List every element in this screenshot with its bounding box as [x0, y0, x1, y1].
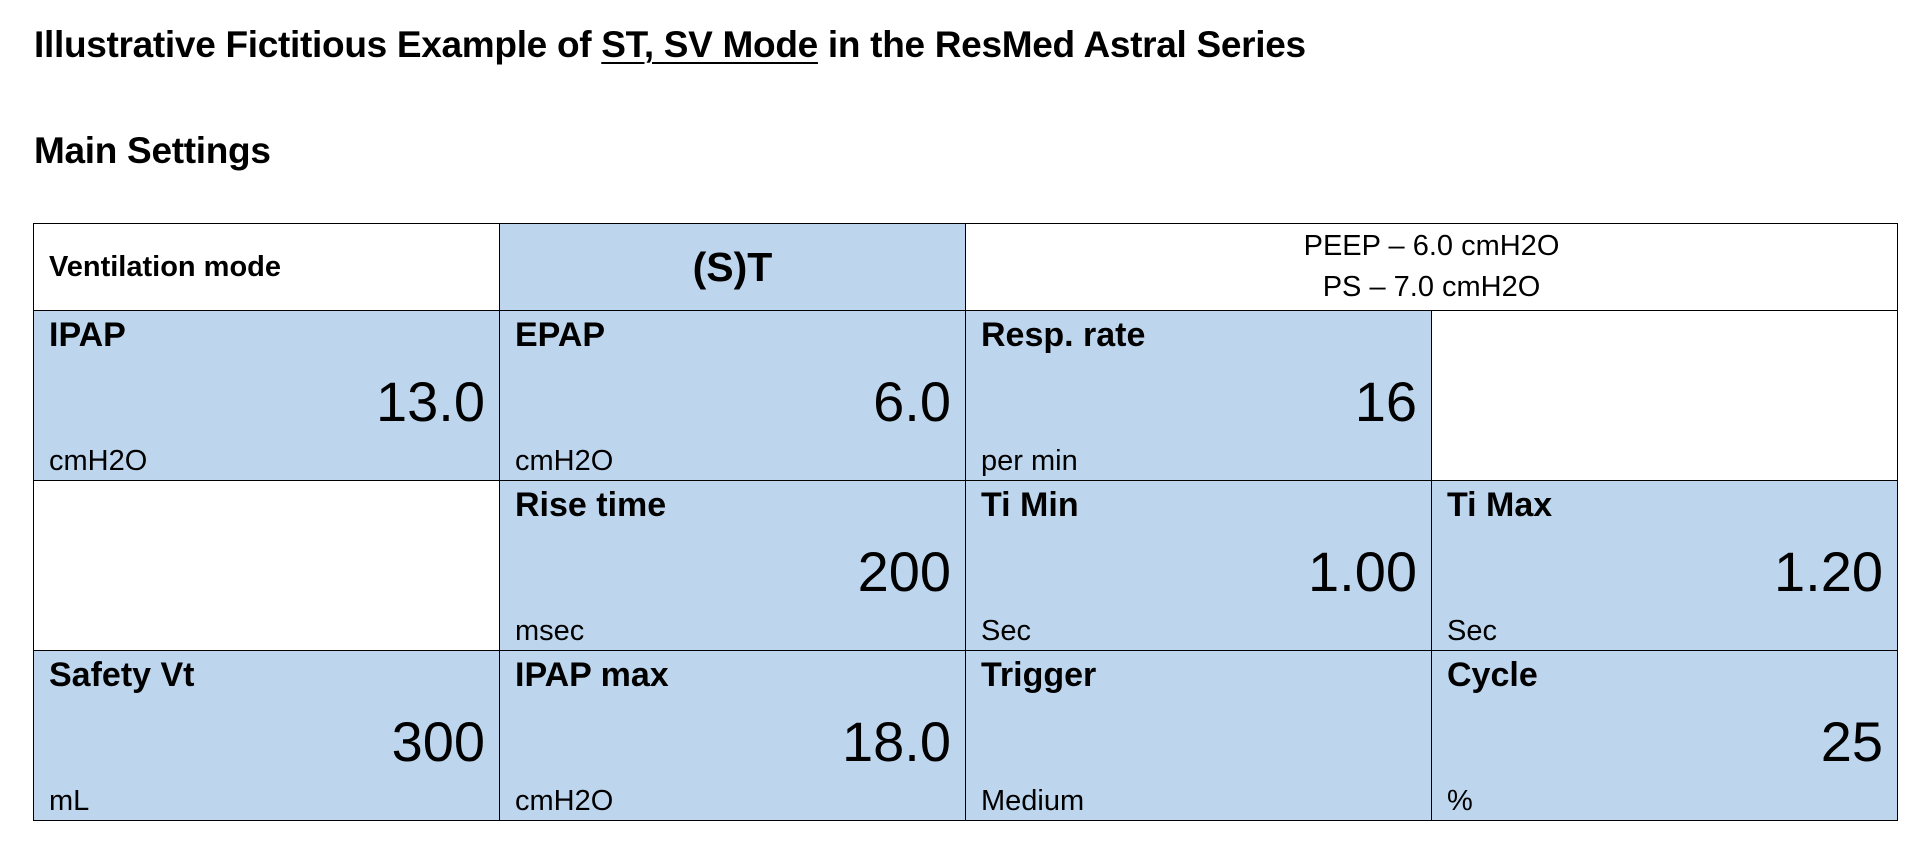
setting-cell-ipap-max: IPAP max 18.0 cmH2O: [499, 650, 966, 821]
empty-cell: [33, 480, 500, 651]
setting-value: 200: [857, 540, 951, 603]
settings-table: Ventilation mode (S)T PEEP – 6.0 cmH2O P…: [33, 223, 1898, 821]
setting-unit: Sec: [981, 615, 1031, 647]
setting-unit: cmH2O: [515, 785, 614, 817]
ventilation-mode-value: (S)T: [692, 243, 773, 290]
title-suffix: in the ResMed Astral Series: [817, 24, 1306, 65]
setting-value: 25: [1820, 710, 1883, 773]
setting-label: Trigger: [981, 656, 1097, 694]
ventilation-mode-info-cell: PEEP – 6.0 cmH2O PS – 7.0 cmH2O: [965, 223, 1898, 311]
ps-info: PS – 7.0 cmH2O: [1322, 271, 1541, 303]
setting-cell-rise-time: Rise time 200 msec: [499, 480, 966, 651]
setting-value: 13.0: [376, 370, 485, 433]
ventilation-mode-value-cell: (S)T: [499, 223, 966, 311]
peep-info: PEEP – 6.0 cmH2O: [1303, 230, 1560, 262]
setting-unit: mL: [49, 785, 90, 817]
ventilation-mode-label: Ventilation mode: [49, 250, 282, 283]
setting-label: Ti Max: [1447, 486, 1553, 524]
setting-label: EPAP: [515, 316, 606, 354]
setting-cell-ti-min: Ti Min 1.00 Sec: [965, 480, 1432, 651]
setting-cell-trigger: Trigger Medium: [965, 650, 1432, 821]
setting-unit: Sec: [1447, 615, 1497, 647]
setting-label: IPAP: [49, 316, 126, 354]
title-mode-emphasis: ST, SV Mode: [601, 24, 818, 65]
setting-unit: %: [1447, 785, 1473, 817]
ventilation-mode-row: Ventilation mode (S)T PEEP – 6.0 cmH2O P…: [33, 223, 1898, 311]
setting-label: Resp. rate: [981, 316, 1146, 354]
setting-value: 300: [391, 710, 485, 773]
setting-cell-resp-rate: Resp. rate 16 per min: [965, 310, 1432, 481]
settings-row-2: Rise time 200 msec Ti Min 1.00 Sec Ti Ma…: [33, 480, 1898, 651]
setting-cell-safety-vt: Safety Vt 300 mL: [33, 650, 500, 821]
ventilation-mode-label-cell: Ventilation mode: [33, 223, 500, 311]
section-heading: Main Settings: [34, 130, 271, 171]
empty-cell: [1431, 310, 1898, 481]
setting-unit: msec: [515, 615, 585, 647]
setting-label: IPAP max: [515, 656, 669, 694]
setting-label: Ti Min: [981, 486, 1079, 524]
setting-unit: Medium: [981, 785, 1085, 817]
settings-row-1: IPAP 13.0 cmH2O EPAP 6.0 cmH2O Resp. rat…: [33, 310, 1898, 481]
setting-cell-ipap: IPAP 13.0 cmH2O: [33, 310, 500, 481]
setting-value: 1.00: [1308, 540, 1417, 603]
setting-value: 6.0: [873, 370, 951, 433]
setting-unit: cmH2O: [49, 445, 148, 477]
setting-label: Rise time: [515, 486, 667, 524]
page-title: Illustrative Fictitious Example of ST, S…: [34, 24, 1306, 66]
setting-unit: cmH2O: [515, 445, 614, 477]
setting-cell-epap: EPAP 6.0 cmH2O: [499, 310, 966, 481]
setting-value: 1.20: [1774, 540, 1883, 603]
setting-cell-ti-max: Ti Max 1.20 Sec: [1431, 480, 1898, 651]
settings-row-3: Safety Vt 300 mL IPAP max 18.0 cmH2O Tri…: [33, 650, 1898, 821]
setting-cell-cycle: Cycle 25 %: [1431, 650, 1898, 821]
setting-value: 18.0: [842, 710, 951, 773]
setting-label: Cycle: [1447, 656, 1538, 694]
setting-label: Safety Vt: [49, 656, 195, 694]
setting-unit: per min: [981, 445, 1078, 477]
ventilation-mode-info: PEEP – 6.0 cmH2O PS – 7.0 cmH2O: [966, 224, 1897, 310]
setting-value: 16: [1354, 370, 1417, 433]
title-prefix: Illustrative Fictitious Example of: [34, 24, 602, 65]
